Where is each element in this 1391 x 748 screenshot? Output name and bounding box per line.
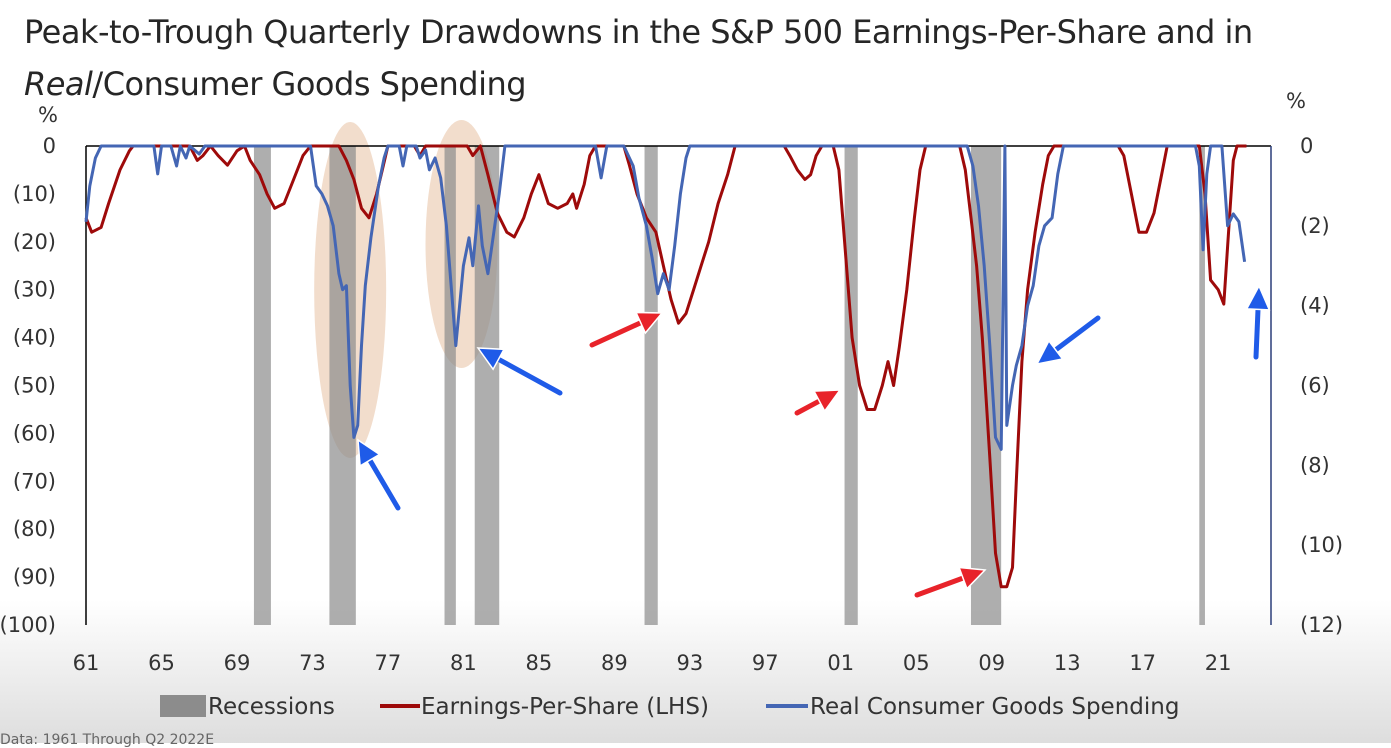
left-tick-label: (50) [13, 374, 56, 398]
legend-label-consumer-goods: Real Consumer Goods Spending [810, 694, 1179, 720]
x-tick-label: 77 [375, 651, 402, 675]
red-arrow-2009-shaft [914, 573, 971, 598]
x-tick-label: 21 [1205, 651, 1232, 675]
chart-title-rest: Consumer Goods Spending [102, 65, 527, 103]
axis-ticks: 0 (10) (20) (30) (40) (50) (60) (70) (80) (90) (10… [0, 89, 1343, 675]
blue-arrow-1975 [357, 438, 401, 511]
footer-note: Data: 1961 Through Q2 2022E [0, 732, 215, 748]
recession-bars [253, 146, 1205, 625]
annotation-arrows [357, 284, 1271, 598]
left-tick-label: (100) [0, 613, 56, 637]
x-tick-label: 61 [73, 651, 100, 675]
x-tick-label: 81 [450, 651, 477, 675]
background-fade [0, 600, 1391, 743]
x-tick-label: 89 [601, 651, 628, 675]
red-arrow-2009 [914, 566, 987, 598]
left-tick-label: (40) [13, 326, 56, 350]
recession-bar-7 [1199, 146, 1205, 625]
x-tick-label: 65 [148, 651, 175, 675]
right-axis-unit: % [1286, 89, 1306, 113]
x-tick-label: 97 [752, 651, 779, 675]
blue-arrow-2022 [1245, 284, 1271, 360]
series-line-eps [84, 144, 1247, 589]
blue-arrow-2009 [1035, 315, 1101, 366]
right-tick-label: (12) [1300, 613, 1343, 637]
left-tick-label: (70) [13, 469, 56, 493]
red-arrow-1992 [589, 311, 664, 348]
red-arrow-1992-head [634, 311, 664, 335]
chart-title: Peak-to-Trough Quarterly Drawdowns in th… [24, 6, 1253, 110]
legend: Recessions Earnings-Per-Share (LHS) Real C… [160, 694, 1179, 720]
x-tick-label: 69 [224, 651, 251, 675]
chart-title-line-2: Real/Consumer Goods Spending [24, 65, 527, 103]
x-tick-label: 01 [827, 651, 854, 675]
blue-arrow-1975-shaft [364, 453, 401, 511]
left-tick-label: (80) [13, 517, 56, 541]
recession-bar-0 [253, 146, 271, 625]
x-tick-label: 85 [525, 651, 552, 675]
blue-arrow-2009-head [1035, 339, 1064, 366]
recession-bar-5 [844, 146, 858, 625]
blue-arrow-2009-shaft [1049, 315, 1101, 356]
x-tick-label: 09 [978, 651, 1005, 675]
recession-bar-2 [444, 146, 456, 625]
x-tick-label: 17 [1129, 651, 1156, 675]
chart-title-line-1: Peak-to-Trough Quarterly Drawdowns in th… [24, 13, 1253, 51]
series-line-consumer-goods [84, 144, 1247, 451]
blue-arrow-1975-head [357, 438, 382, 468]
left-tick-label: (90) [13, 565, 56, 589]
x-tick-label: 93 [676, 651, 703, 675]
legend-label-eps: Earnings-Per-Share (LHS) [421, 694, 709, 720]
left-tick-label: 0 [43, 134, 56, 158]
red-arrow-2001-head [812, 389, 842, 413]
left-axis-unit: % [38, 103, 58, 127]
blue-arrow-1980-head [476, 347, 506, 371]
blue-arrow-2022-shaft [1253, 301, 1261, 360]
legend-label-recessions: Recessions [208, 694, 335, 720]
right-tick-label: (10) [1300, 533, 1343, 557]
left-tick-label: (20) [13, 230, 56, 254]
left-tick-label: (60) [13, 421, 56, 445]
legend-swatch-recessions [160, 695, 206, 717]
right-tick-label: (2) [1300, 214, 1330, 238]
right-tick-label: 0 [1300, 134, 1313, 158]
left-tick-label: (30) [13, 278, 56, 302]
red-arrow-2001 [794, 389, 842, 416]
x-tick-label: 13 [1054, 651, 1081, 675]
blue-arrow-1980-shaft [491, 354, 563, 396]
blue-arrow-1980 [476, 347, 563, 396]
chart-title-italic: Real [24, 65, 93, 103]
x-tick-label: 05 [903, 651, 930, 675]
blue-arrow-2022-head [1245, 284, 1271, 311]
right-tick-label: (8) [1300, 453, 1330, 477]
recession-bar-1 [329, 146, 356, 625]
red-arrow-2009-head [958, 566, 987, 591]
x-tick-label: 73 [299, 651, 326, 675]
left-tick-label: (10) [13, 182, 56, 206]
red-arrow-1992-shaft [589, 318, 648, 348]
right-tick-label: (6) [1300, 374, 1330, 398]
right-tick-label: (4) [1300, 294, 1330, 318]
series-lines [84, 144, 1247, 589]
